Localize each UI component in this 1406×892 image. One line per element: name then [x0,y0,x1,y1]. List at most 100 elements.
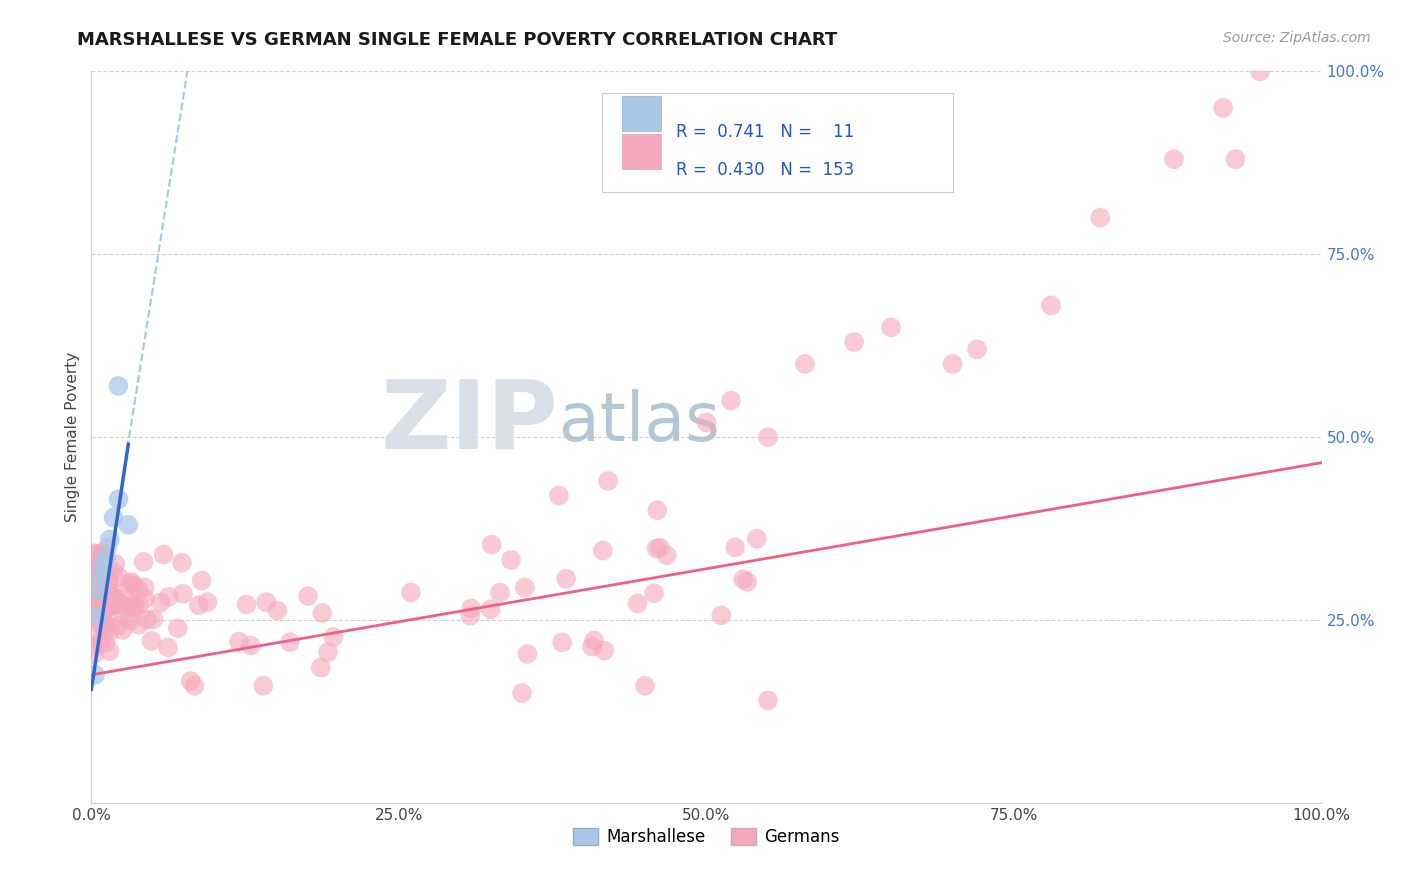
Point [112,607,135,622]
Point [107,618,129,632]
Point [966,343,988,357]
Point [89,635,111,649]
Point [309,660,332,674]
Point [134,591,156,606]
FancyBboxPatch shape [621,135,661,169]
Point [97,599,120,614]
Point [89,583,111,598]
Point [103,591,125,605]
Point [1039,298,1063,312]
Point [107,492,129,507]
Point [83,546,105,560]
Point [1225,152,1247,166]
Point [551,635,574,649]
Text: R =  0.741   N =    11: R = 0.741 N = 11 [676,123,853,141]
Point [93,579,115,593]
Point [83,563,105,577]
Point [499,553,522,567]
Text: ZIP: ZIP [381,376,558,469]
Point [655,548,678,562]
Point [84,587,107,601]
Point [142,612,165,626]
Point [97,574,120,589]
Point [724,541,747,555]
Point [128,617,150,632]
Point [880,320,903,334]
Point [90,598,112,612]
Point [152,548,174,562]
Point [84,587,107,601]
Point [793,357,815,371]
Point [136,612,159,626]
Point [710,608,733,623]
Point [583,633,606,648]
Point [481,537,503,551]
Point [107,379,129,393]
Point [756,693,779,707]
Point [124,598,146,612]
Point [266,603,288,617]
Point [94,624,117,638]
Point [316,645,339,659]
Point [83,591,105,605]
Point [90,546,112,560]
Point [134,580,156,594]
Point [643,586,665,600]
Point [97,574,120,589]
Point [84,667,107,681]
Point [90,604,112,618]
Legend: Marshallese, Germans: Marshallese, Germans [567,822,846,853]
Point [941,357,963,371]
Point [83,565,105,579]
Point [84,576,107,591]
Text: MARSHALLESE VS GERMAN SINGLE FEMALE POVERTY CORRELATION CHART: MARSHALLESE VS GERMAN SINGLE FEMALE POVE… [77,31,838,49]
Point [547,489,569,503]
Point [695,416,717,430]
FancyBboxPatch shape [621,96,661,131]
Point [254,595,277,609]
Point [648,541,671,555]
Point [278,635,301,649]
Text: R =  0.430   N =  153: R = 0.430 N = 153 [676,161,853,179]
Point [756,430,779,444]
Point [180,673,202,688]
Point [98,533,121,547]
Point [91,556,114,570]
Point [96,550,117,565]
Point [98,624,121,639]
Point [510,686,533,700]
Point [720,393,742,408]
Point [103,587,125,601]
Point [458,608,481,623]
Point [87,589,110,603]
Point [104,598,127,612]
Point [479,602,502,616]
Point [83,591,105,606]
Point [122,600,145,615]
Point [1249,64,1271,78]
Point [170,556,193,570]
Point [94,636,117,650]
Point [1212,101,1234,115]
Point [96,541,118,555]
Point [98,597,121,611]
Point [118,594,141,608]
Point [91,585,114,599]
Point [83,554,105,568]
Point [83,568,105,582]
Point [322,630,344,644]
Point [592,543,614,558]
Point [93,558,115,573]
Point [90,608,112,623]
Point [121,575,143,590]
Point [94,615,117,630]
Point [596,474,619,488]
Point [156,640,179,655]
Point [91,577,114,591]
Point [93,602,115,616]
Point [489,585,512,599]
Point [157,590,180,604]
Point [166,621,188,635]
Point [84,547,107,561]
Point [104,591,127,605]
